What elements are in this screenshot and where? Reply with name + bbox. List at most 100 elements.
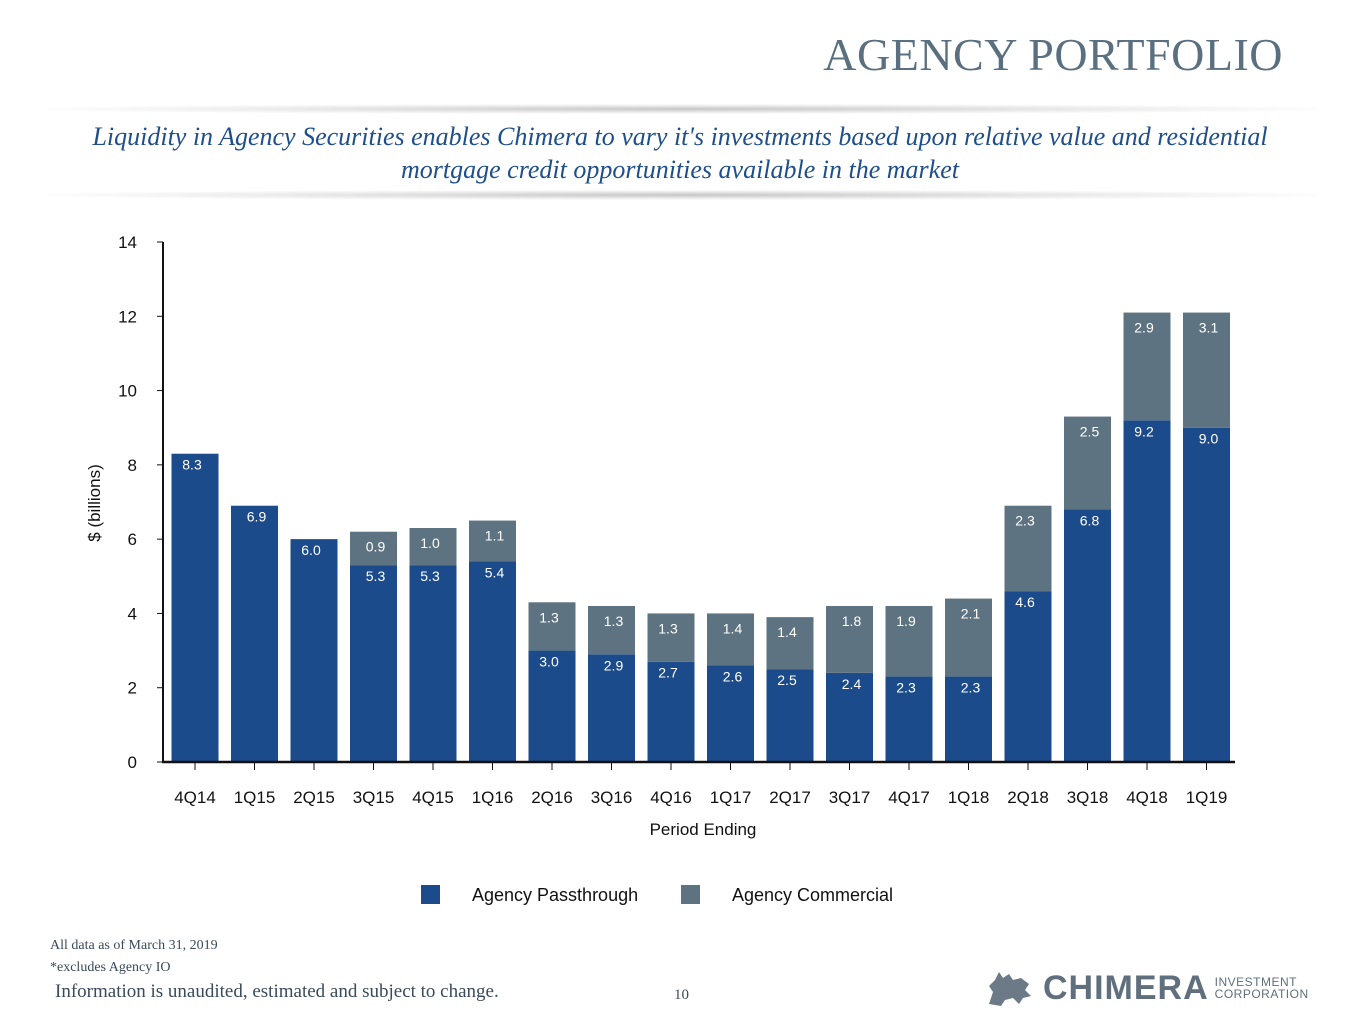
- label-commercial-4Q17: 1.9: [896, 613, 916, 629]
- label-passthrough-2Q18: 4.6: [1015, 594, 1035, 610]
- bar-commercial-1Q16: [469, 520, 516, 562]
- label-commercial-2Q17: 1.4: [777, 624, 797, 640]
- label-passthrough-3Q16: 2.9: [604, 657, 624, 673]
- bar-commercial-3Q17: [826, 606, 873, 673]
- bar-passthrough-1Q15: [231, 505, 278, 762]
- bar-commercial-2Q17: [766, 617, 814, 670]
- bar-passthrough-1Q17: [707, 665, 754, 762]
- footnote-excludes: *excludes Agency IO: [50, 960, 171, 975]
- y-axis-title: $ (billions): [85, 464, 104, 541]
- label-commercial-3Q18: 2.5: [1080, 424, 1100, 440]
- x-tick-label-3Q18: 3Q18: [1067, 788, 1109, 807]
- y-tick-label-6: 6: [128, 530, 137, 549]
- footnote-date: All data as of March 31, 2019: [50, 938, 218, 953]
- y-tick-label-0: 0: [128, 753, 137, 772]
- label-passthrough-3Q17: 2.4: [842, 676, 862, 692]
- x-tick-label-1Q18: 1Q18: [948, 788, 990, 807]
- bar-passthrough-4Q17: [885, 676, 933, 762]
- slide-subtitle: Liquidity in Agency Securities enables C…: [92, 122, 1268, 184]
- bar-commercial-1Q17: [707, 613, 754, 666]
- label-commercial-2Q16: 1.3: [539, 609, 559, 625]
- label-passthrough-1Q17: 2.6: [723, 668, 743, 684]
- label-passthrough-4Q18: 9.2: [1134, 423, 1154, 439]
- x-tick-label-4Q17: 4Q17: [888, 788, 930, 807]
- legend-label-commercial: Agency Commercial: [732, 885, 893, 905]
- x-tick-label-4Q18: 4Q18: [1126, 788, 1168, 807]
- label-passthrough-2Q16: 3.0: [539, 654, 559, 670]
- x-tick-label-2Q18: 2Q18: [1007, 788, 1049, 807]
- logo-sub-line2: CORPORATION: [1214, 987, 1309, 1001]
- label-commercial-4Q18: 2.9: [1134, 320, 1154, 336]
- bar-passthrough-2Q15: [290, 539, 338, 762]
- y-tick-label-12: 12: [118, 307, 137, 326]
- label-passthrough-1Q15: 6.9: [247, 509, 267, 525]
- label-commercial-4Q15: 1.0: [420, 535, 440, 551]
- x-tick-label-1Q17: 1Q17: [710, 788, 752, 807]
- y-tick-label-10: 10: [118, 382, 137, 401]
- bar-commercial-1Q18: [945, 598, 992, 677]
- label-commercial-4Q16: 1.3: [658, 620, 678, 636]
- label-passthrough-3Q18: 6.8: [1080, 512, 1100, 528]
- x-tick-label-2Q16: 2Q16: [531, 788, 573, 807]
- x-axis-title: Period Ending: [650, 820, 757, 839]
- x-tick-label-3Q16: 3Q16: [591, 788, 633, 807]
- label-commercial-3Q17: 1.8: [842, 613, 862, 629]
- label-passthrough-2Q17: 2.5: [777, 672, 797, 688]
- bar-passthrough-2Q16: [528, 650, 576, 762]
- bar-passthrough-3Q17: [826, 672, 873, 762]
- bar-commercial-4Q16: [647, 613, 695, 662]
- bar-commercial-2Q16: [528, 602, 576, 651]
- label-commercial-2Q18: 2.3: [1015, 513, 1035, 529]
- bar-passthrough-4Q18: [1123, 420, 1171, 762]
- page-number: 10: [674, 987, 689, 1003]
- bar-passthrough-4Q15: [409, 565, 457, 762]
- x-tick-label-1Q16: 1Q16: [472, 788, 514, 807]
- disclaimer: Information is unaudited, estimated and …: [55, 981, 499, 1002]
- chimera-emblem-icon: [989, 972, 1031, 1006]
- bar-passthrough-1Q19: [1183, 427, 1230, 762]
- label-passthrough-1Q16: 5.4: [485, 564, 505, 580]
- x-tick-label-4Q16: 4Q16: [650, 788, 692, 807]
- bar-commercial-4Q15: [409, 528, 457, 566]
- bar-commercial-2Q18: [1004, 505, 1052, 592]
- x-tick-label-1Q15: 1Q15: [234, 788, 276, 807]
- y-tick-label-8: 8: [128, 456, 137, 475]
- label-commercial-1Q17: 1.4: [723, 620, 743, 636]
- bar-passthrough-4Q14: [171, 453, 219, 762]
- label-passthrough-4Q15: 5.3: [420, 568, 440, 584]
- x-tick-label-2Q17: 2Q17: [769, 788, 811, 807]
- logo-sub-line1: INVESTMENT: [1214, 975, 1298, 989]
- bar-commercial-3Q15: [350, 531, 397, 566]
- label-passthrough-4Q17: 2.3: [896, 680, 916, 696]
- x-tick-label-4Q14: 4Q14: [174, 788, 216, 807]
- bottom-divider: [48, 190, 1318, 200]
- x-tick-label-2Q15: 2Q15: [293, 788, 335, 807]
- legend-swatch-passthrough: [421, 885, 440, 904]
- logo-name: CHIMERA: [1043, 968, 1209, 1007]
- x-tick-label-4Q15: 4Q15: [412, 788, 454, 807]
- agency-portfolio-chart: 8.3 4Q14 6.9 1Q15 6.0 2Q15 5.3 0.9 3Q15 5.3 1.0 4Q1…: [85, 233, 1235, 905]
- legend-swatch-commercial: [681, 885, 700, 904]
- bar-commercial-4Q17: [885, 606, 933, 677]
- bar-passthrough-3Q15: [350, 565, 397, 762]
- label-passthrough-1Q18: 2.3: [961, 680, 981, 696]
- bar-passthrough-3Q16: [588, 654, 635, 762]
- label-passthrough-4Q14: 8.3: [182, 457, 202, 473]
- label-commercial-3Q16: 1.3: [604, 613, 624, 629]
- y-tick-label-14: 14: [118, 233, 137, 252]
- bar-passthrough-3Q18: [1064, 509, 1111, 762]
- label-passthrough-3Q15: 5.3: [366, 568, 386, 584]
- slide-title: AGENCY PORTFOLIO: [823, 29, 1283, 80]
- chimera-logo: CHIMERA INVESTMENT CORPORATION: [985, 966, 1345, 1010]
- x-tick-label-3Q15: 3Q15: [353, 788, 395, 807]
- label-passthrough-1Q19: 9.0: [1199, 431, 1219, 447]
- logo-subtitle: INVESTMENT CORPORATION: [1215, 976, 1309, 1000]
- bar-passthrough-4Q16: [647, 661, 695, 762]
- y-tick-label-4: 4: [128, 604, 137, 623]
- bar-passthrough-1Q18: [945, 676, 992, 762]
- bar-passthrough-1Q16: [469, 561, 516, 762]
- top-divider: [48, 104, 1318, 114]
- label-passthrough-4Q16: 2.7: [658, 665, 678, 681]
- bar-commercial-3Q18: [1064, 416, 1111, 510]
- x-tick-label-3Q17: 3Q17: [829, 788, 871, 807]
